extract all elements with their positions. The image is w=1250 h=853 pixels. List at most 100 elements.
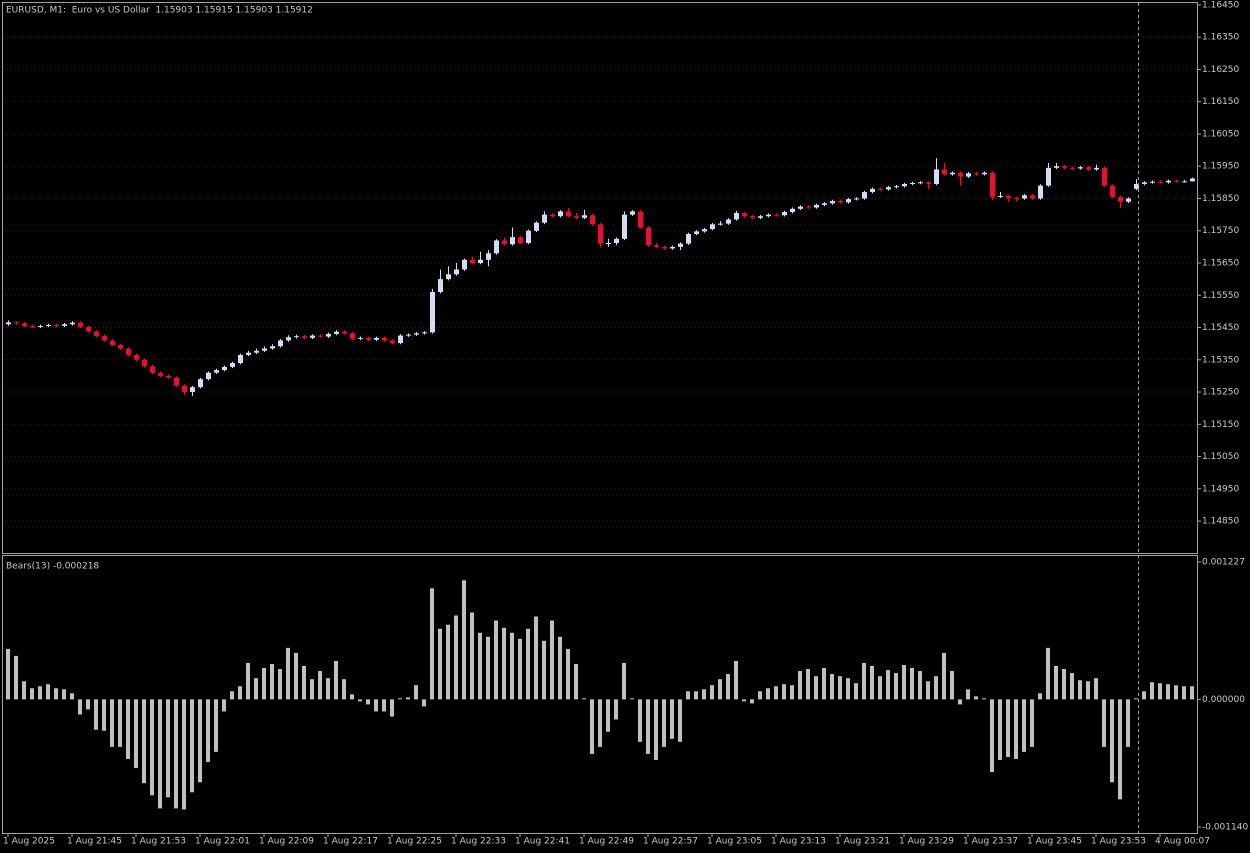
candle-body	[558, 211, 563, 217]
y-tick-label: -0.001140	[1202, 823, 1248, 833]
bar	[710, 685, 714, 700]
bar	[846, 678, 850, 700]
bar	[942, 652, 946, 700]
bar	[798, 671, 802, 700]
candle-body	[758, 216, 763, 218]
bar	[1022, 699, 1026, 752]
candle-body	[1166, 180, 1171, 183]
x-tick-label: 1 Aug 22:25	[387, 837, 442, 847]
y-tick-label: 1.15650	[1202, 259, 1239, 269]
candle-body	[910, 183, 915, 184]
y-tick-label: 1.15450	[1202, 323, 1239, 333]
bar	[1158, 683, 1162, 700]
y-tick-label: 1.16350	[1202, 33, 1239, 43]
bar	[318, 671, 322, 700]
candle-body	[782, 212, 787, 216]
x-tick-label: 1 Aug 22:57	[643, 837, 698, 847]
bar	[966, 689, 970, 700]
candle-body	[982, 172, 987, 175]
candle-body	[830, 201, 835, 204]
candle-body	[1038, 185, 1043, 199]
candle-body	[318, 335, 323, 337]
candle-body	[718, 223, 723, 225]
x-tick-label: 1 Aug 23:45	[1027, 837, 1082, 847]
candle-body	[550, 214, 555, 217]
bar	[142, 699, 146, 784]
bar	[1118, 699, 1122, 800]
indicator-title: Bears(13) -0.000218	[6, 562, 99, 572]
candle-body	[998, 195, 1003, 197]
candle-body	[622, 214, 627, 239]
y-tick-label: 1.16250	[1202, 65, 1239, 75]
bar	[350, 694, 354, 700]
candle-body	[1118, 196, 1123, 202]
bar	[854, 683, 858, 700]
candle-body	[30, 325, 35, 327]
candle-body	[294, 336, 299, 338]
bar	[390, 699, 394, 717]
y-tick-label: 1.15250	[1202, 388, 1239, 398]
bar	[918, 671, 922, 700]
bar	[990, 699, 994, 773]
candle-body	[798, 206, 803, 209]
candle-body	[854, 198, 859, 200]
candle-body	[614, 238, 619, 243]
candle-body	[1134, 183, 1139, 189]
candle-body	[102, 335, 107, 341]
candle-body	[78, 322, 83, 327]
candle-body	[846, 199, 851, 203]
y-tick-label: 1.15350	[1202, 355, 1239, 365]
bar	[1142, 691, 1146, 700]
plot-layer: 1.16450 1.16350 1.16250 1.16150 1.16050 1.159…	[3, 0, 1248, 847]
candle-body	[494, 240, 499, 254]
candle-body	[958, 172, 963, 177]
candle-body	[94, 331, 99, 336]
bar	[702, 689, 706, 700]
bar	[310, 679, 314, 700]
candle-body	[438, 279, 443, 293]
bar	[726, 674, 730, 700]
y-tick-label: 1.14850	[1202, 517, 1239, 527]
bar	[894, 673, 898, 700]
x-tick-label: 1 Aug 2025	[3, 837, 55, 847]
candle-body	[382, 337, 387, 341]
bar	[630, 698, 634, 700]
candle-body	[70, 322, 75, 325]
bar	[870, 666, 874, 700]
indicator-frame	[2, 555, 1198, 834]
x-tick-label: 1 Aug 22:17	[323, 837, 378, 847]
bar	[478, 632, 482, 700]
bar	[366, 699, 370, 705]
candle-body	[182, 385, 187, 393]
bar	[446, 624, 450, 700]
candle-body	[942, 169, 947, 175]
candle-body	[126, 348, 131, 355]
bar	[398, 698, 402, 700]
candle-body	[134, 354, 139, 360]
candle-body	[1158, 181, 1163, 183]
bar	[590, 699, 594, 754]
candle-body	[726, 219, 731, 224]
candle-body	[14, 322, 19, 324]
candle-body	[662, 246, 667, 249]
bar	[1126, 699, 1130, 747]
candle-body	[990, 172, 995, 197]
bar	[678, 699, 682, 742]
x-tick-label: 1 Aug 22:09	[259, 837, 314, 847]
candle-body	[1006, 195, 1011, 198]
bar	[574, 663, 578, 700]
bar	[1190, 686, 1194, 700]
bar	[766, 688, 770, 700]
candle-body	[806, 206, 811, 208]
bar	[950, 671, 954, 700]
candle-body	[710, 224, 715, 230]
bar	[1054, 666, 1058, 700]
bar	[1038, 693, 1042, 700]
candle-body	[934, 169, 939, 184]
candle-body	[814, 204, 819, 208]
candle-body	[54, 324, 59, 326]
candle-body	[1070, 167, 1075, 169]
bar	[790, 685, 794, 700]
candle-body	[270, 346, 275, 349]
candle-body	[454, 269, 459, 275]
